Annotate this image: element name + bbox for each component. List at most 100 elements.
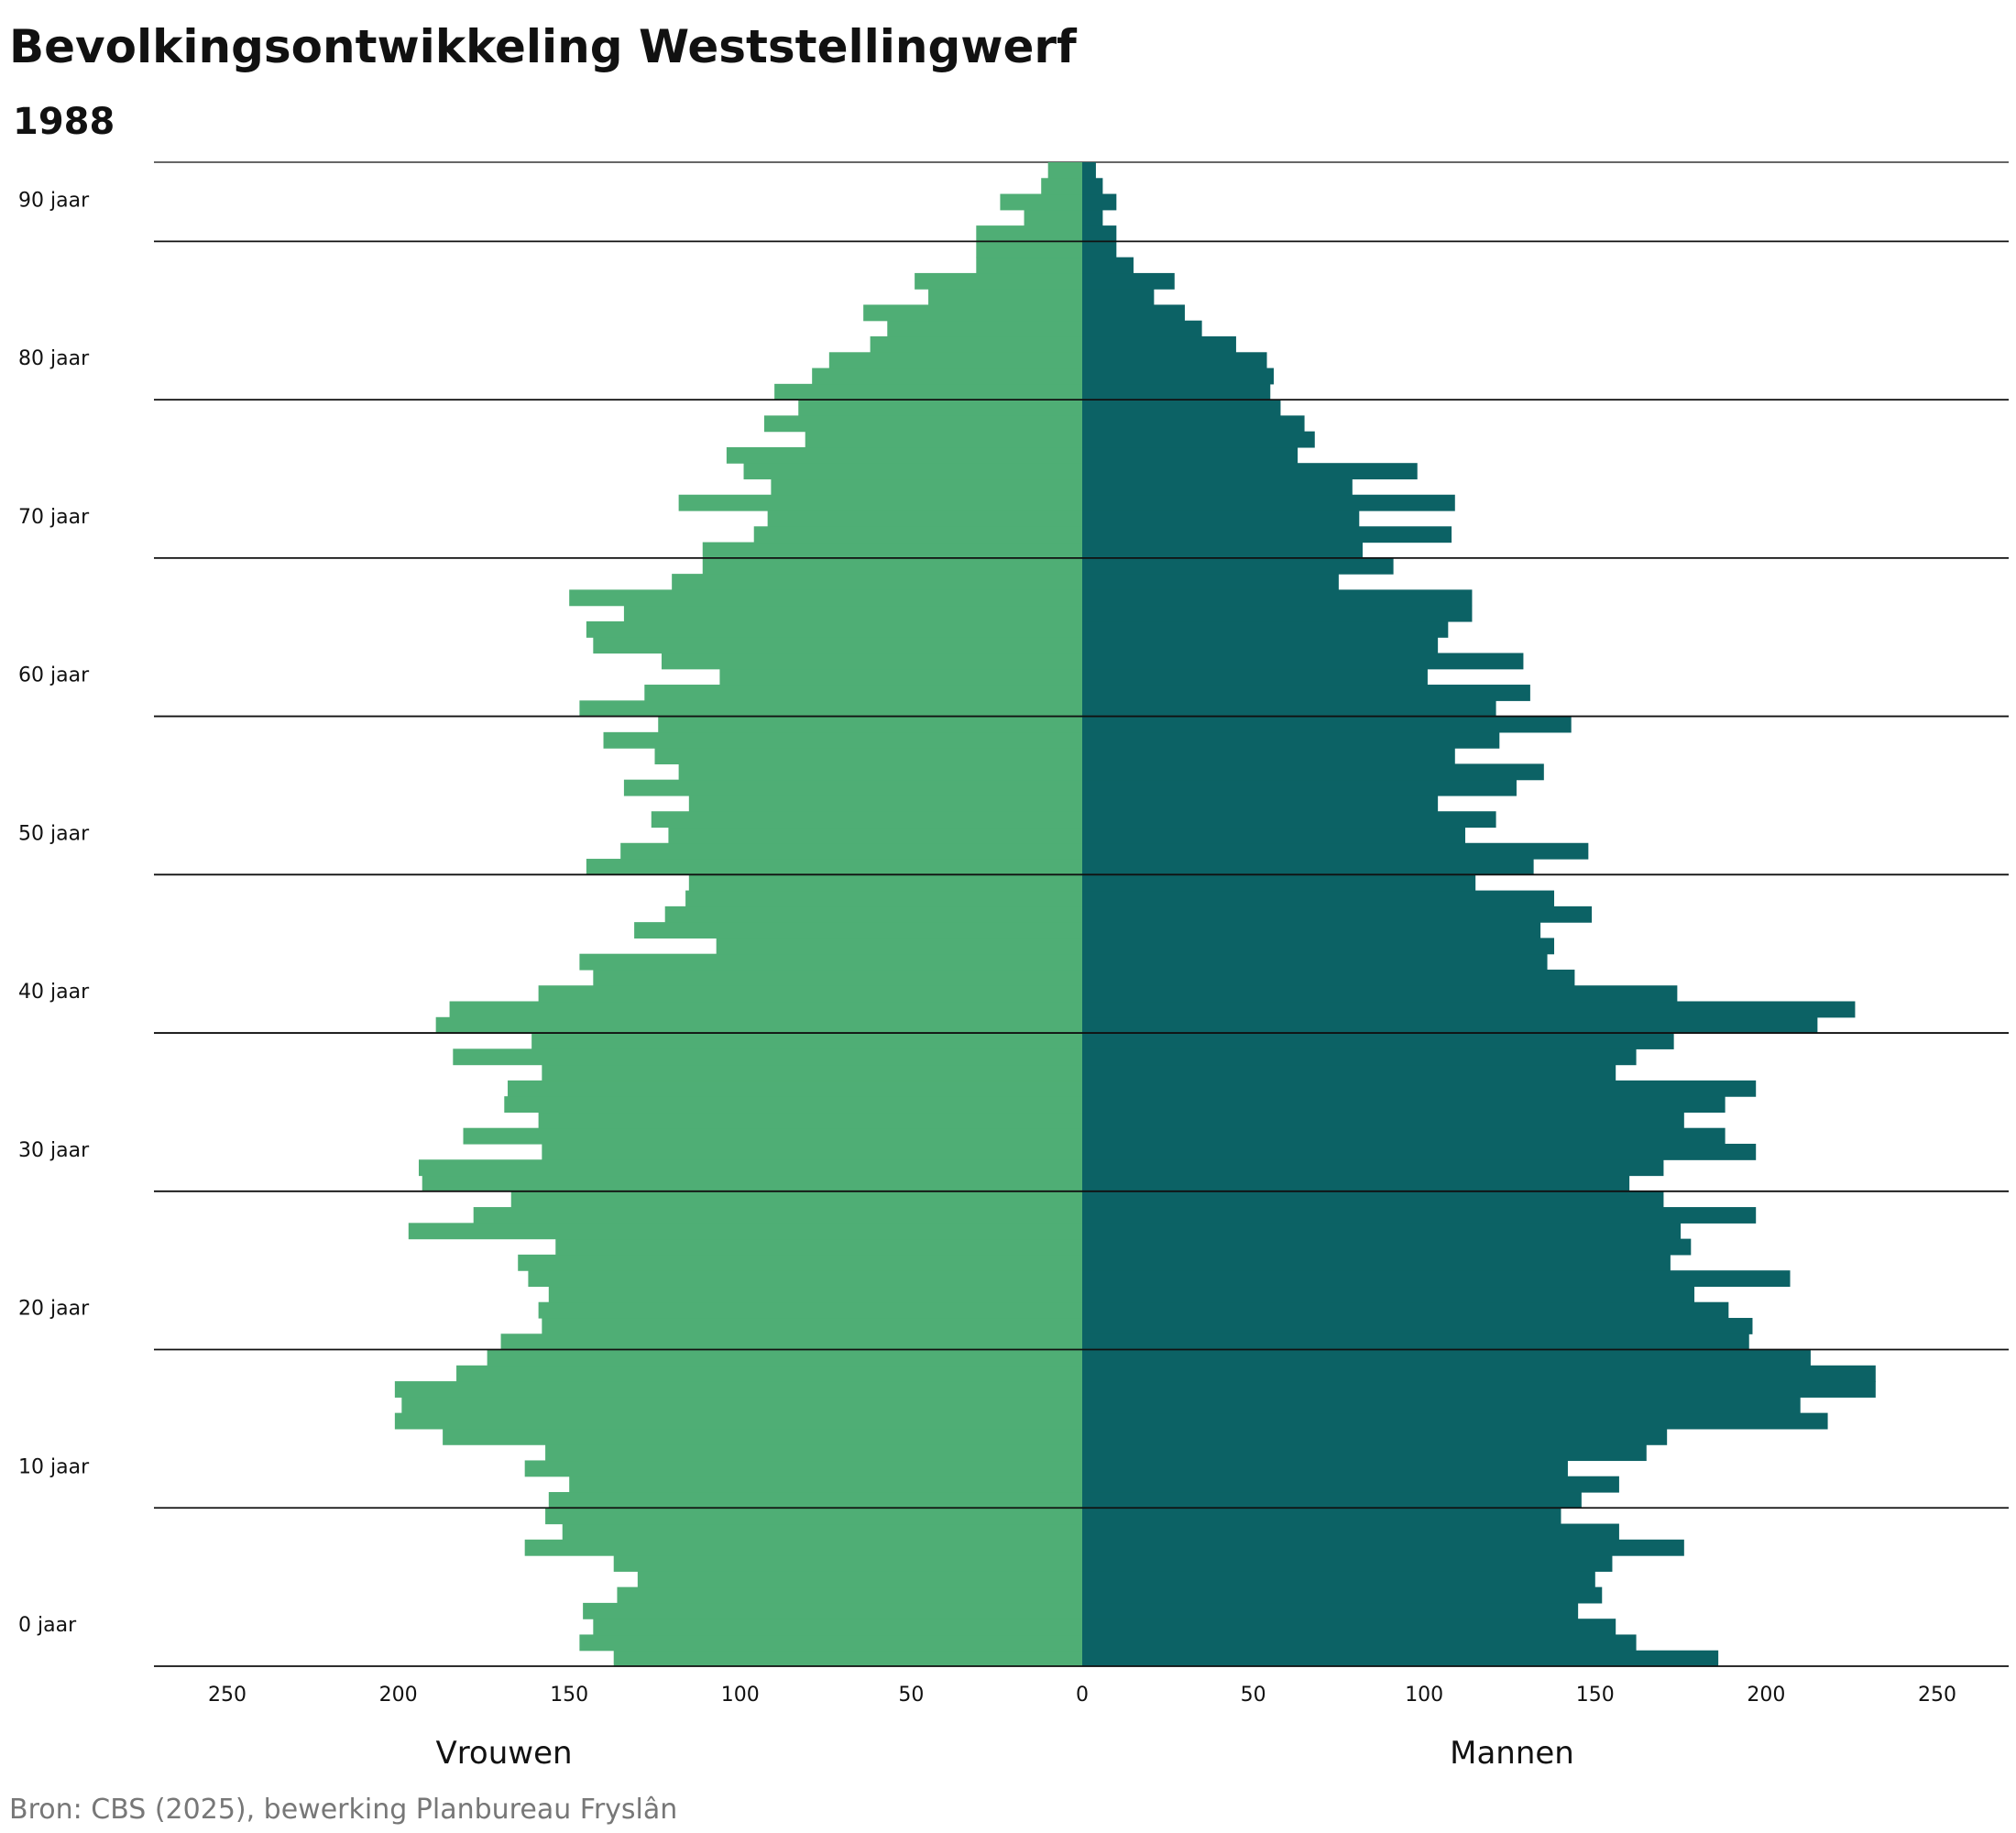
bar-vrouwen-age-11 (569, 1476, 1082, 1493)
bar-mannen-age-67 (1082, 589, 1473, 607)
bar-mannen-age-20 (1082, 1334, 1749, 1351)
chart-subtitle: 1988 (13, 101, 115, 143)
bar-vrouwen-age-37 (542, 1064, 1082, 1081)
bar-vrouwen-age-52 (668, 827, 1082, 844)
bar-vrouwen-age-4 (617, 1586, 1082, 1604)
bar-mannen-age-41 (1082, 1001, 1856, 1018)
bar-mannen-age-13 (1082, 1444, 1647, 1462)
y-tick-label: 0 jaar (18, 1614, 77, 1637)
bar-vrouwen-age-91 (1024, 209, 1082, 226)
x-tick-label: 200 (379, 1684, 418, 1707)
bar-vrouwen-age-83 (870, 336, 1082, 353)
bar-mannen-age-54 (1082, 795, 1439, 812)
bar-mannen-age-40 (1082, 1016, 1818, 1034)
bar-mannen-age-12 (1082, 1460, 1568, 1477)
bar-vrouwen-age-18 (456, 1365, 1082, 1382)
bar-mannen-age-32 (1082, 1143, 1757, 1160)
bar-mannen-age-24 (1082, 1270, 1791, 1288)
bar-vrouwen-age-66 (623, 605, 1082, 622)
bar-vrouwen-age-39 (531, 1033, 1082, 1049)
bar-vrouwen-age-76 (726, 446, 1082, 464)
bar-mannen-age-36 (1082, 1080, 1757, 1097)
bar-vrouwen-age-54 (688, 795, 1082, 812)
y-tick-label: 70 jaar (18, 506, 90, 529)
bar-vrouwen-age-51 (620, 842, 1082, 860)
y-tick-label: 50 jaar (18, 822, 90, 845)
bar-mannen-age-79 (1082, 400, 1281, 416)
bar-vrouwen-age-90 (976, 225, 1082, 242)
bar-vrouwen-age-82 (828, 352, 1082, 369)
bar-mannen-age-57 (1082, 748, 1455, 764)
bar-vrouwen-age-53 (651, 811, 1082, 829)
bar-mannen-age-80 (1082, 383, 1271, 401)
bar-vrouwen-age-41 (449, 1001, 1083, 1018)
bar-vrouwen-age-50 (586, 859, 1082, 875)
bar-mannen-age-93 (1082, 178, 1103, 195)
bar-mannen-age-72 (1082, 510, 1360, 527)
bar-mannen-age-82 (1082, 352, 1267, 369)
bar-vrouwen-age-24 (528, 1270, 1082, 1288)
bar-mannen-age-66 (1082, 605, 1473, 622)
bar-mannen-age-76 (1082, 446, 1298, 464)
x-tick-label: 250 (1918, 1684, 1956, 1707)
bar-mannen-age-53 (1082, 811, 1496, 829)
y-tick-label: 40 jaar (18, 981, 90, 1004)
bar-vrouwen-age-89 (976, 241, 1082, 258)
bar-vrouwen-age-21 (542, 1317, 1082, 1334)
bar-vrouwen-age-22 (538, 1301, 1082, 1319)
x-tick-label: 150 (550, 1684, 588, 1707)
x-tick-labels: 250 200 150 100 50 0 50 100 150 200 250 (208, 1684, 1956, 1707)
bar-mannen-age-2 (1082, 1619, 1616, 1636)
bar-mannen-age-27 (1082, 1223, 1682, 1240)
bar-vrouwen-age-46 (634, 922, 1082, 939)
bar-vrouwen-age-10 (548, 1491, 1082, 1509)
bar-vrouwen-age-60 (579, 700, 1082, 718)
x-tick-label: 200 (1747, 1684, 1785, 1707)
bar-mannen-age-77 (1082, 431, 1315, 448)
bar-mannen-age-85 (1082, 304, 1185, 322)
bar-mannen-age-89 (1082, 241, 1117, 258)
bar-mannen-age-6 (1082, 1555, 1613, 1572)
bar-mannen-age-43 (1082, 969, 1575, 986)
y-tick-label: 60 jaar (18, 664, 90, 687)
bar-vrouwen-age-67 (569, 589, 1082, 607)
bar-mannen-age-87 (1082, 272, 1175, 290)
bar-mannen-age-70 (1082, 542, 1364, 559)
bar-mannen-age-34 (1082, 1112, 1684, 1129)
bar-mannen-age-50 (1082, 859, 1534, 875)
bar-vrouwen-age-12 (524, 1460, 1082, 1477)
bar-mannen-age-8 (1082, 1523, 1619, 1541)
bar-vrouwen-age-28 (473, 1207, 1082, 1224)
bar-mannen-age-73 (1082, 494, 1455, 511)
x-tick-label: 100 (1405, 1684, 1443, 1707)
bar-vrouwen-age-56 (678, 763, 1082, 781)
y-tick-label: 90 jaar (18, 189, 90, 212)
bar-vrouwen-age-68 (672, 574, 1082, 590)
bar-mannen-age-49 (1082, 874, 1476, 892)
bar-vrouwen-age-88 (976, 257, 1082, 274)
bar-mannen-age-23 (1082, 1286, 1695, 1303)
bar-mannen-age-63 (1082, 653, 1524, 670)
bar-mannen-age-46 (1082, 922, 1541, 939)
bar-mannen-age-62 (1082, 668, 1428, 686)
bar-mannen-age-92 (1082, 193, 1117, 211)
bar-mannen-age-31 (1082, 1159, 1664, 1177)
bar-vrouwen-age-30 (422, 1175, 1082, 1192)
bar-vrouwen-age-81 (812, 368, 1082, 385)
bar-vrouwen-age-73 (678, 494, 1082, 511)
bar-vrouwen-age-25 (518, 1254, 1082, 1271)
bars (394, 162, 1876, 1667)
bar-vrouwen-age-40 (435, 1016, 1083, 1034)
bar-mannen-age-52 (1082, 827, 1465, 844)
bar-mannen-age-56 (1082, 763, 1544, 781)
bar-mannen-age-3 (1082, 1602, 1579, 1619)
bar-mannen-age-14 (1082, 1428, 1668, 1445)
bar-vrouwen-age-2 (593, 1619, 1082, 1636)
bar-mannen-age-65 (1082, 620, 1449, 638)
bar-mannen-age-35 (1082, 1096, 1726, 1114)
bar-vrouwen-age-31 (418, 1159, 1082, 1177)
bar-vrouwen-age-85 (863, 304, 1082, 322)
bar-vrouwen-age-3 (583, 1602, 1082, 1619)
bar-mannen-age-33 (1082, 1127, 1726, 1145)
bar-vrouwen-age-71 (753, 526, 1082, 543)
